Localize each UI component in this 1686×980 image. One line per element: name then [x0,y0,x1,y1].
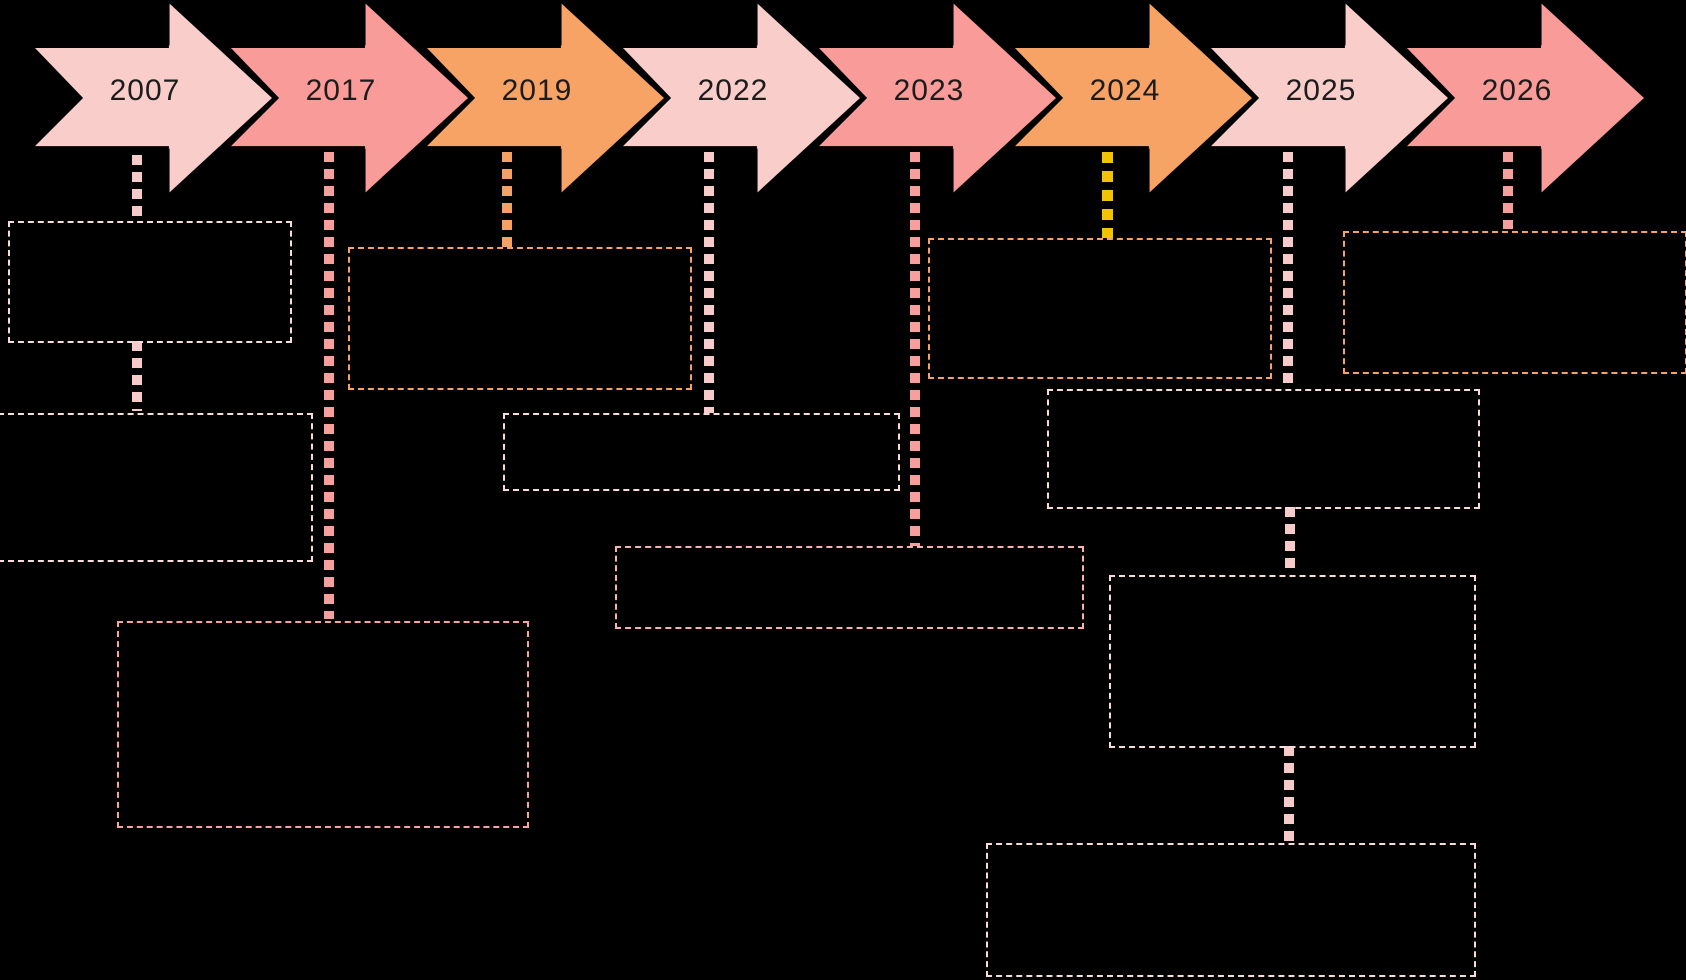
connector-2007 [132,155,142,221]
milestone-box-2025-3 [986,843,1476,977]
milestone-box-2023-1 [615,546,1084,629]
milestone-box-2022-1 [503,413,900,491]
arrow-2023-label: 2023 [893,74,965,107]
arrow-2025-label: 2025 [1285,74,1357,107]
connector-2017 [324,152,334,619]
arrow-2024-label: 2024 [1089,74,1161,107]
milestone-box-2007-1 [8,221,292,343]
connector-2024-yellow [1102,152,1113,238]
arrow-2007-label: 2007 [109,74,181,107]
arrow-2019-label: 2019 [501,74,573,107]
connector-2025-box1-box2 [1285,507,1295,573]
connector-2026 [1503,152,1513,229]
milestone-box-2017-1 [117,621,529,828]
milestone-box-2019-1 [348,247,692,390]
connector-2022 [704,152,714,413]
arrow-2022-label: 2022 [697,74,769,107]
milestone-box-2025-1 [1047,389,1480,509]
connector-2019 [502,152,512,247]
arrow-2007: 2007 [30,0,277,198]
arrow-2017-label: 2017 [305,74,377,107]
milestone-box-2007-2 [0,413,313,562]
connector-2025-box2-box3 [1284,746,1294,842]
connector-2025 [1283,152,1293,389]
connector-2007-box1-box2 [132,341,142,411]
arrow-2026-label: 2026 [1481,74,1553,107]
connector-2023 [910,152,920,546]
milestone-box-2025-2 [1109,575,1476,748]
milestone-box-2024-1 [928,238,1272,379]
milestone-box-2026-1 [1343,231,1686,374]
